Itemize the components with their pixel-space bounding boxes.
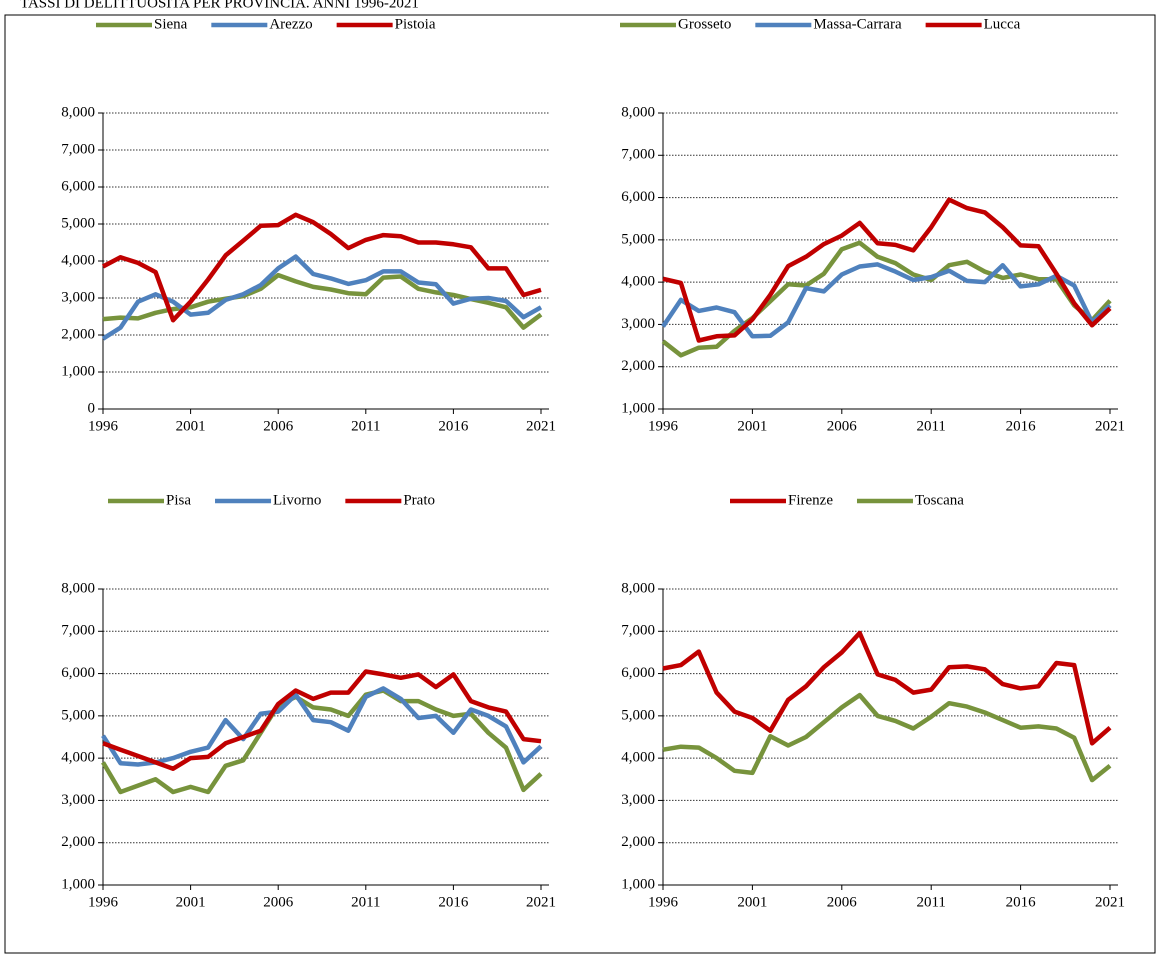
y-tick-label: 2,000 — [61, 326, 95, 342]
y-tick-label: 7,000 — [621, 623, 655, 639]
legend-label: Livorno — [273, 492, 321, 508]
y-tick-label: 8,000 — [621, 580, 655, 596]
frame — [4, 14, 1156, 954]
chart-title: TASSI DI DELITTUOSITA PER PROVINCIA. ANN… — [20, 0, 419, 11]
x-tick-label: 2011 — [916, 418, 945, 434]
x-tick-label: 1996 — [648, 418, 679, 434]
legend-label: Pistoia — [395, 16, 436, 32]
y-tick-label: 1,000 — [61, 363, 95, 379]
y-tick-label: 6,000 — [621, 189, 655, 205]
x-tick-label: 2001 — [737, 418, 767, 434]
x-tick-label: 2021 — [526, 894, 556, 910]
x-tick-label: 1996 — [648, 894, 679, 910]
y-tick-label: 3,000 — [621, 316, 655, 332]
x-tick-label: 2001 — [737, 894, 767, 910]
series-line — [661, 262, 1112, 339]
series-line — [662, 692, 1112, 783]
x-tick-label: 1996 — [88, 418, 119, 434]
series-line — [661, 240, 1112, 358]
y-tick-label: 8,000 — [621, 104, 655, 120]
y-tick-label: 6,000 — [61, 178, 95, 194]
x-tick-label: 2021 — [1095, 418, 1125, 434]
y-tick-label: 3,000 — [621, 792, 655, 808]
x-tick-label: 2006 — [263, 418, 294, 434]
series-line — [101, 212, 542, 323]
y-tick-label: 0 — [88, 400, 96, 416]
y-tick-label: 3,000 — [61, 289, 95, 305]
x-tick-label: 2021 — [526, 418, 556, 434]
y-tick-label: 6,000 — [61, 665, 95, 681]
x-tick-label: 2011 — [351, 894, 380, 910]
y-tick-label: 5,000 — [61, 215, 95, 231]
series-line — [662, 630, 1112, 746]
y-tick-label: 1,000 — [621, 876, 655, 892]
y-tick-label: 5,000 — [621, 707, 655, 723]
y-tick-label: 1,000 — [621, 400, 655, 416]
y-tick-label: 4,000 — [621, 274, 655, 290]
series-line — [102, 669, 542, 771]
y-tick-label: 7,000 — [621, 147, 655, 163]
legend-label: Firenze — [788, 492, 833, 508]
y-tick-label: 3,000 — [61, 792, 95, 808]
x-tick-label: 2006 — [827, 418, 858, 434]
x-tick-label: 2021 — [1095, 894, 1125, 910]
x-tick-label: 2006 — [263, 894, 294, 910]
y-tick-label: 5,000 — [61, 707, 95, 723]
x-tick-label: 2011 — [351, 418, 380, 434]
y-tick-label: 2,000 — [61, 834, 95, 850]
x-tick-label: 2016 — [1006, 418, 1037, 434]
y-tick-label: 8,000 — [61, 104, 95, 120]
y-tick-label: 7,000 — [61, 141, 95, 157]
x-tick-label: 2006 — [827, 894, 858, 910]
legend-label: Massa-Carrara — [813, 16, 902, 32]
y-tick-label: 7,000 — [61, 623, 95, 639]
y-tick-label: 1,000 — [61, 876, 95, 892]
legend-label: Lucca — [984, 16, 1021, 32]
legend-label: Grosseto — [678, 16, 731, 32]
y-tick-label: 2,000 — [621, 834, 655, 850]
x-tick-label: 2016 — [438, 418, 469, 434]
legend-label: Toscana — [915, 492, 964, 508]
x-tick-label: 2001 — [176, 418, 206, 434]
y-tick-label: 5,000 — [621, 231, 655, 247]
series-line — [101, 254, 543, 341]
legend-label: Siena — [154, 16, 188, 32]
series-line — [101, 688, 543, 795]
y-tick-label: 8,000 — [61, 580, 95, 596]
legend-label: Arezzo — [269, 16, 312, 32]
y-tick-label: 4,000 — [61, 252, 95, 268]
series-line — [662, 197, 1112, 343]
y-tick-label: 4,000 — [61, 750, 95, 766]
legend-label: Prato — [403, 492, 435, 508]
x-tick-label: 2011 — [916, 894, 945, 910]
x-tick-label: 2016 — [438, 894, 469, 910]
y-tick-label: 4,000 — [621, 750, 655, 766]
y-tick-label: 2,000 — [621, 358, 655, 374]
series-line — [101, 686, 543, 767]
y-tick-label: 6,000 — [621, 665, 655, 681]
x-tick-label: 1996 — [88, 894, 119, 910]
x-tick-label: 2016 — [1006, 894, 1037, 910]
legend-label: Pisa — [166, 492, 191, 508]
x-tick-label: 2001 — [176, 894, 206, 910]
